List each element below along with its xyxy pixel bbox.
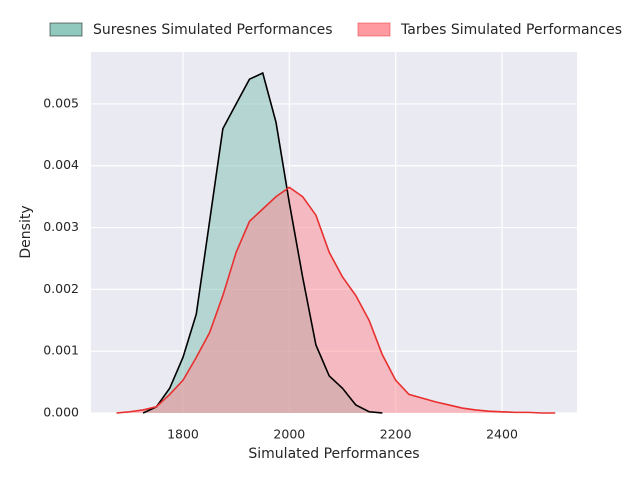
lines xyxy=(116,71,556,414)
legend-swatch xyxy=(49,22,83,37)
x-tick-label: 1800 xyxy=(167,427,199,442)
y-tick-label: 0.003 xyxy=(43,219,79,234)
legend-label: Suresnes Simulated Performances xyxy=(93,22,333,38)
density-line xyxy=(116,186,556,414)
y-tick-label: 0.000 xyxy=(43,405,79,420)
density-line xyxy=(142,71,383,414)
x-tick-label: 2000 xyxy=(273,427,305,442)
legend-label: Tarbes Simulated Performances xyxy=(400,22,622,38)
y-axis-label: Density xyxy=(18,205,34,258)
y-tick-label: 0.001 xyxy=(43,343,79,358)
x-tick-label: 2400 xyxy=(486,427,518,442)
y-tick-label: 0.004 xyxy=(43,157,79,172)
density-area xyxy=(116,187,556,413)
legend-swatch xyxy=(357,22,391,37)
labels: 0.000 0.001 0.002 0.003 0.004 0.005 1800 2000 22… xyxy=(43,95,518,441)
y-tick-label: 0.002 xyxy=(43,281,79,296)
x-tick-label: 2200 xyxy=(380,427,412,442)
y-tick-label: 0.005 xyxy=(43,95,79,110)
x-axis-label: Simulated Performances xyxy=(248,446,419,462)
areas xyxy=(116,73,556,413)
